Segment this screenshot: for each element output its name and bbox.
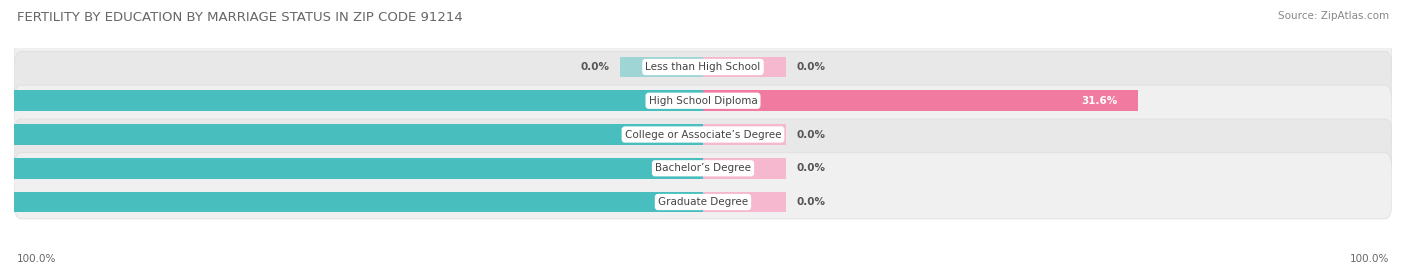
Bar (703, 192, 786, 213)
Text: High School Diploma: High School Diploma (648, 96, 758, 106)
Bar (703, 90, 1139, 111)
Text: 31.6%: 31.6% (1081, 96, 1118, 106)
Bar (0, 90, 703, 111)
Bar (0, 158, 703, 179)
Text: Graduate Degree: Graduate Degree (658, 197, 748, 207)
Text: Source: ZipAtlas.com: Source: ZipAtlas.com (1278, 11, 1389, 21)
FancyBboxPatch shape (14, 18, 1392, 84)
Text: 0.0%: 0.0% (797, 197, 825, 207)
Bar (0, 124, 703, 145)
Bar (620, 56, 703, 77)
Text: FERTILITY BY EDUCATION BY MARRIAGE STATUS IN ZIP CODE 91214: FERTILITY BY EDUCATION BY MARRIAGE STATU… (17, 11, 463, 24)
Text: 0.0%: 0.0% (581, 62, 609, 72)
Bar (703, 124, 786, 145)
Text: College or Associate’s Degree: College or Associate’s Degree (624, 129, 782, 140)
Text: 0.0%: 0.0% (797, 129, 825, 140)
Bar (0, 192, 703, 213)
FancyBboxPatch shape (14, 85, 1392, 151)
Text: 0.0%: 0.0% (797, 62, 825, 72)
Text: 0.0%: 0.0% (797, 163, 825, 173)
Text: 100.0%: 100.0% (1350, 254, 1389, 264)
Bar (703, 56, 786, 77)
Text: 100.0%: 100.0% (17, 254, 56, 264)
FancyBboxPatch shape (14, 153, 1392, 219)
Text: Less than High School: Less than High School (645, 62, 761, 72)
FancyBboxPatch shape (14, 51, 1392, 118)
Text: Bachelor’s Degree: Bachelor’s Degree (655, 163, 751, 173)
FancyBboxPatch shape (14, 119, 1392, 185)
Bar (703, 158, 786, 179)
